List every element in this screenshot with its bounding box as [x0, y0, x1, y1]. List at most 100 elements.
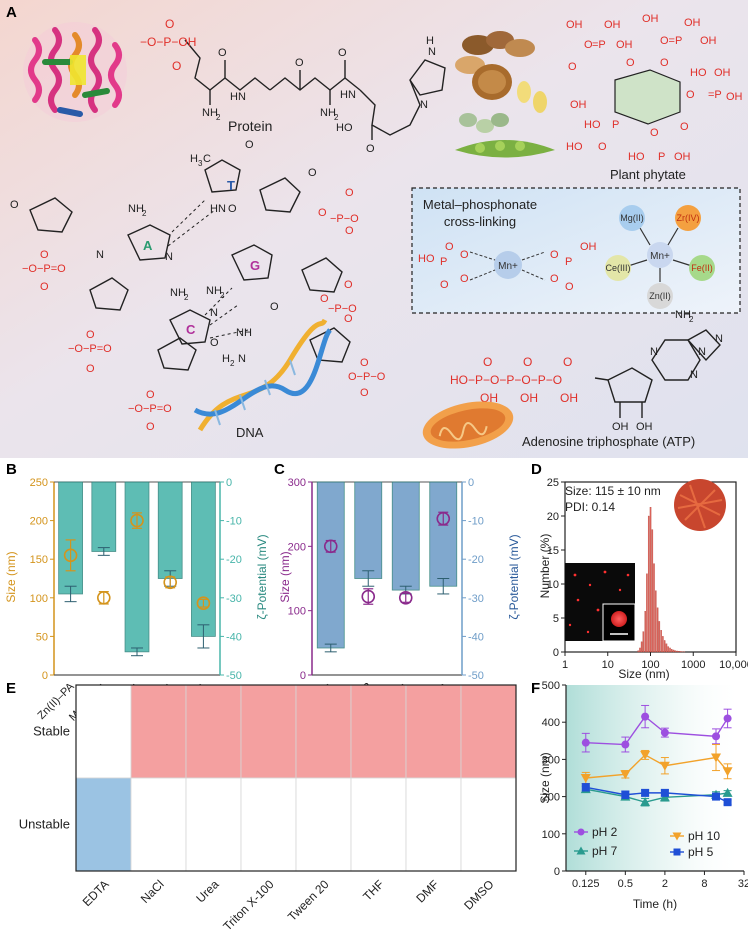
svg-text:O: O — [10, 199, 19, 211]
f-point — [641, 713, 649, 721]
e-column-label: Tween 20 — [285, 877, 332, 924]
b-left-tick-label: 200 — [30, 516, 48, 528]
d-bar — [676, 651, 677, 652]
svg-text:O: O — [626, 57, 635, 69]
svg-text:O: O — [308, 167, 317, 179]
svg-text:2: 2 — [230, 359, 235, 368]
panel-label-d: D — [531, 461, 542, 478]
svg-text:O: O — [460, 273, 469, 285]
d-y-tick-label: 25 — [547, 477, 559, 489]
d-x-tick-label: 10 — [602, 659, 614, 671]
e-cell — [76, 685, 131, 778]
d-ylabel: Number (%) — [538, 534, 552, 599]
svg-text:O=P: O=P — [660, 35, 682, 47]
svg-text:O: O — [318, 207, 327, 219]
b-left-tick-label: 50 — [36, 631, 48, 643]
metal-center-left: Mn+ — [498, 261, 518, 272]
f-x-tick-label: 8 — [701, 878, 707, 890]
f-point — [712, 732, 720, 740]
svg-text:O: O — [86, 363, 95, 375]
svg-text:NH: NH — [236, 327, 252, 339]
svg-text:OH: OH — [580, 241, 597, 253]
f-y-tick-label: 500 — [542, 680, 560, 692]
e-cell — [461, 778, 516, 871]
svg-text:O: O — [460, 249, 469, 261]
svg-text:O: O — [680, 121, 689, 133]
e-cell — [351, 778, 406, 871]
d-x-tick-label: 1000 — [681, 659, 705, 671]
svg-text:2: 2 — [689, 315, 694, 324]
d-bar — [652, 530, 653, 652]
e-cell — [131, 778, 186, 871]
svg-text:N: N — [96, 249, 104, 261]
f-y-tick-label: 0 — [554, 866, 560, 878]
d-y-tick-label: 5 — [553, 613, 559, 625]
e-column-label: NaCl — [138, 877, 167, 906]
d-bar — [653, 564, 654, 652]
f-xlabel: Time (h) — [633, 897, 677, 911]
d-bar — [657, 608, 658, 652]
metal-ce: Ce(III) — [605, 263, 630, 273]
f-x-tick-label: 32 — [738, 878, 748, 890]
svg-text:P: P — [612, 119, 619, 131]
svg-text:OH: OH — [700, 35, 717, 47]
svg-text:OH: OH — [616, 39, 633, 51]
c-zeta-bar — [317, 482, 344, 648]
f-y-tick-label: 400 — [542, 717, 560, 729]
e-cell — [131, 685, 186, 778]
b-zeta-bar — [158, 482, 182, 579]
e-cell — [296, 685, 351, 778]
svg-text:OH: OH — [604, 19, 621, 31]
d-bar — [641, 642, 642, 652]
dna-label: DNA — [236, 425, 264, 440]
d-bar — [662, 636, 663, 652]
f-x-tick-label: 2 — [662, 878, 668, 890]
svg-text:P: P — [658, 151, 665, 163]
e-cell — [406, 685, 461, 778]
svg-text:OH: OH — [674, 151, 691, 163]
svg-text:H: H — [190, 153, 198, 165]
panel-a: A — [0, 0, 748, 458]
base-g: G — [250, 258, 260, 273]
b-right-tick-label: 0 — [226, 477, 232, 489]
svg-text:2: 2 — [216, 113, 221, 122]
svg-text:O: O — [360, 387, 369, 399]
b-zeta-bar — [125, 482, 149, 652]
metal-fe: Fe(II) — [691, 263, 713, 273]
svg-text:O: O — [366, 143, 375, 155]
d-x-tick-label: 1 — [562, 659, 568, 671]
svg-text:H: H — [426, 35, 434, 47]
svg-text:N: N — [210, 307, 218, 319]
d-xlabel: Size (nm) — [618, 667, 669, 681]
atp-label: Adenosine triphosphate (ATP) — [522, 434, 695, 449]
svg-text:=P: =P — [592, 39, 606, 51]
svg-text:OH: OH — [684, 17, 701, 29]
svg-text:N: N — [428, 46, 436, 58]
svg-text:HN: HN — [230, 91, 246, 103]
f-legend-label: pH 7 — [592, 844, 618, 858]
svg-text:OH: OH — [570, 99, 587, 111]
svg-text:HO: HO — [566, 141, 583, 153]
svg-text:H: H — [222, 353, 230, 365]
panel-label-a: A — [6, 4, 17, 21]
c-zeta-bar — [430, 482, 457, 586]
plant-phytate-label: Plant phytate — [610, 167, 686, 182]
svg-text:HO: HO — [336, 122, 353, 134]
f-legend-label: pH 5 — [688, 845, 714, 859]
svg-text:O: O — [40, 281, 49, 293]
svg-text:−O−P=O: −O−P=O — [22, 263, 66, 275]
e-cell — [351, 685, 406, 778]
protein-structure-illustration — [23, 22, 127, 122]
panel-label-b: B — [6, 461, 17, 478]
d-x-tick-label: 10,000 — [719, 659, 748, 671]
svg-text:O: O — [563, 355, 572, 369]
f-legend-label: pH 2 — [592, 825, 618, 839]
c-zeta-bar — [355, 482, 382, 579]
f-point — [621, 791, 629, 799]
f-x-tick-label: 0.5 — [618, 878, 633, 890]
c-right-tick-label: -40 — [468, 631, 484, 643]
d-annotation-size: Size: 115 ± 10 nm — [565, 484, 661, 498]
